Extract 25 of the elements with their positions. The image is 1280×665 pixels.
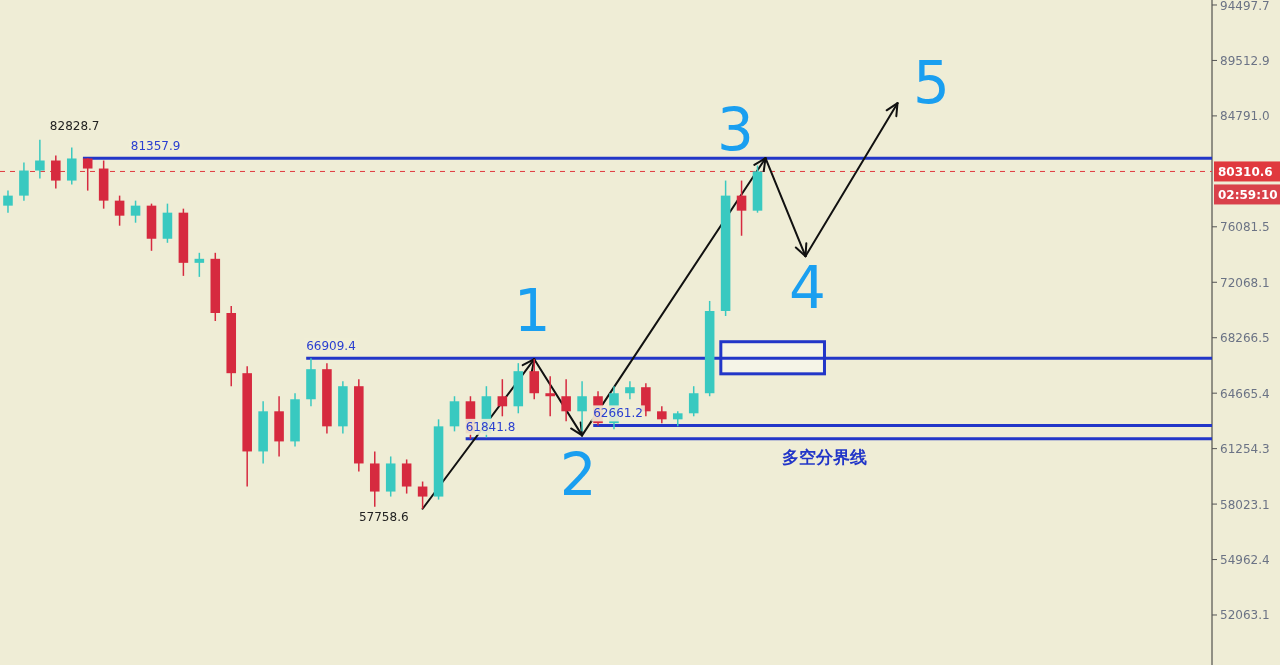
y-tick-label: 61254.3 — [1220, 442, 1270, 457]
annotation: 多空分界线 — [781, 446, 867, 467]
y-tick-label: 52063.1 — [1220, 608, 1270, 623]
annotation: 2 — [559, 441, 597, 510]
ref-line-label: 62661.2 — [593, 406, 643, 421]
annotation: 4 — [789, 254, 826, 323]
annotation: 5 — [913, 49, 950, 118]
annotation: 1 — [513, 277, 551, 346]
annotation: 3 — [717, 96, 754, 165]
ref-line-label: 81357.9 — [130, 139, 181, 154]
y-tick-label: 68266.5 — [1220, 331, 1270, 346]
y-tick-label: 76081.5 — [1220, 220, 1270, 235]
y-tick-label: 94497.7 — [1220, 0, 1270, 13]
y-tick-label: 72068.1 — [1220, 275, 1270, 290]
y-tick-label: 89512.9 — [1220, 53, 1270, 68]
ref-line-label: 80310.6 — [1218, 164, 1273, 179]
y-tick-label: 58023.1 — [1220, 497, 1270, 512]
text: 02:59:10 — [1218, 187, 1278, 202]
y-tick-label: 64665.4 — [1220, 386, 1270, 401]
ref-line-label: 66909.4 — [306, 339, 356, 354]
annotation: 57758.6 — [358, 509, 409, 524]
y-tick-label: 84791.0 — [1220, 109, 1270, 124]
y-tick-label: 54962.4 — [1220, 553, 1270, 568]
ref-line-label: 61841.8 — [465, 419, 516, 434]
annotation: 82828.7 — [49, 118, 100, 133]
